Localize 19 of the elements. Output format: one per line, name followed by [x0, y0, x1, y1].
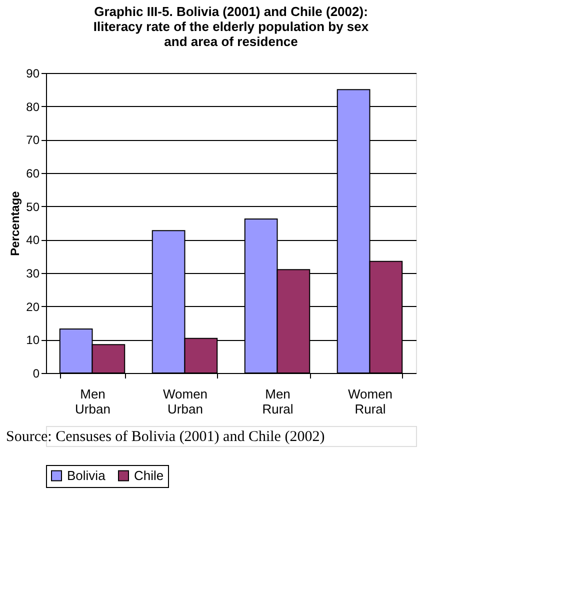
legend-label: Bolivia: [67, 468, 106, 483]
x-tick-label: Women Urban: [162, 386, 208, 416]
legend-label: Chile: [134, 468, 164, 483]
y-tick-label: 60: [26, 166, 40, 180]
y-tick-label: 30: [26, 266, 40, 280]
y-axis-title: Percentage: [8, 190, 22, 256]
y-tick-label: 80: [26, 100, 40, 114]
y-tick-label: 40: [26, 233, 40, 248]
y-tick-label: 70: [26, 133, 40, 148]
x-tick-label: Men Rural: [262, 386, 294, 416]
x-tick-label: Women Rural: [348, 386, 393, 416]
y-tick-label: 10: [26, 333, 40, 348]
y-tick-label: 90: [26, 66, 40, 80]
source-note: Source: Censuses of Bolivia (2001) and Chile (2002): [6, 429, 325, 445]
y-tick-label: 20: [26, 300, 40, 314]
chart-title: Graphic III-5. Bolivia (2001) and Chile (2002): Iliteracy rate of the elderly population by sex and area of residence: [93, 4, 370, 49]
y-tick-label: 0: [32, 366, 40, 380]
y-tick-label: 50: [26, 200, 40, 214]
x-tick-label: Men Urban: [75, 386, 110, 416]
